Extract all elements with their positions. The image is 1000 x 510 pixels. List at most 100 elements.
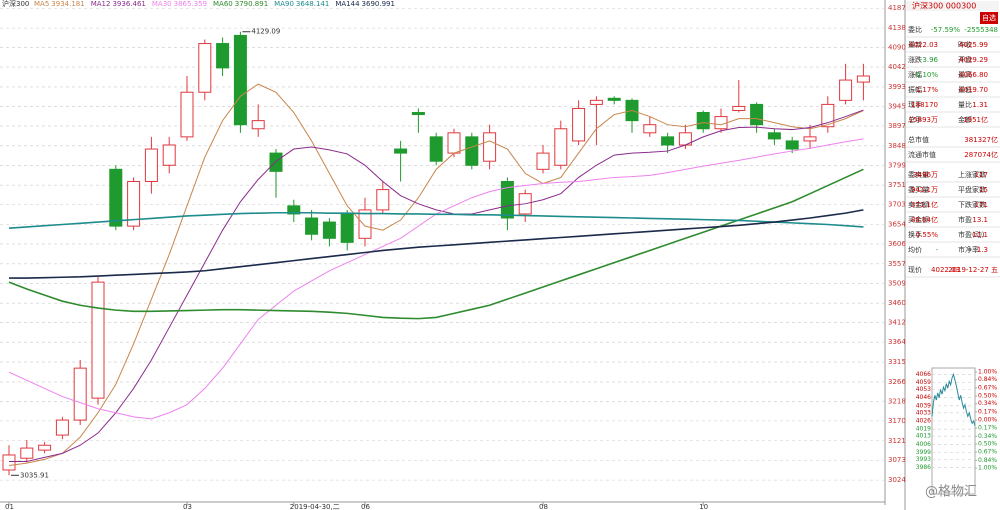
y-tick-label: 3315: [888, 358, 906, 366]
panel-cell: 均价: [908, 245, 922, 254]
y-tick-label: 3703: [888, 201, 906, 209]
panel-title: 沪深300 000300: [912, 1, 976, 11]
panel-cell: 最新: [908, 40, 922, 49]
mini-y2-label: 0.50%: [978, 393, 997, 400]
panel-cell: 3496万: [913, 171, 938, 179]
panel-cell: 上涨家数: [958, 170, 986, 179]
candle-body: [785, 140, 799, 150]
panel-cell: 188170: [911, 101, 938, 109]
candle-body: [198, 43, 212, 93]
mini-y2-label: 0.84%: [978, 457, 997, 464]
y-tick-label: 3024: [888, 476, 906, 484]
y-tick-label: 3799: [888, 162, 906, 170]
mini-y-label: 4019: [916, 426, 931, 433]
legend-name: MA60: [213, 0, 233, 8]
candle-body: [127, 180, 141, 227]
mini-y2-label: 0.50%: [978, 441, 997, 448]
ma-line: [9, 209, 864, 279]
mini-y-label: 4013: [916, 433, 931, 440]
panel-cell: 287074亿: [964, 150, 998, 159]
panel-cell: 委比: [908, 25, 922, 34]
mini-y2-label: 1.00%: [978, 465, 997, 472]
mini-y2-label: 0.00%: [978, 417, 997, 424]
legend-name: MA5: [34, 0, 49, 8]
favorite-button[interactable]: [980, 12, 998, 24]
candle-body: [216, 43, 230, 69]
candle-body: [643, 124, 657, 134]
panel-cell: 总手: [908, 115, 922, 124]
y-tick-label: 4090: [888, 44, 906, 52]
legend-name: MA144: [335, 0, 360, 8]
x-tick-label: 2019-04-30,二: [290, 503, 340, 510]
candle-body: [750, 103, 764, 126]
y-tick-label: 4187: [888, 4, 906, 12]
candle-body: [340, 213, 354, 243]
y-tick-label: 3266: [888, 378, 906, 386]
mini-y-label: 4039: [916, 402, 931, 409]
y-tick-label: 3993: [888, 83, 906, 91]
high-label: 4129.09: [251, 28, 280, 36]
ma-line: [9, 109, 864, 462]
y-tick-label: 3751: [888, 181, 906, 189]
y-tick-label: 4042: [888, 63, 906, 71]
candle-body: [839, 79, 853, 101]
chart-title: 沪深300: [2, 0, 29, 8]
mini-y-label: 4006: [916, 441, 931, 448]
x-tick-label: 03: [183, 503, 192, 510]
panel-cell: 11.1: [972, 231, 988, 239]
y-tick-label: 3364: [888, 338, 906, 346]
candle-body: [714, 116, 728, 130]
y-tick-label: 4138: [888, 24, 906, 32]
panel-cell: 4025.99: [959, 41, 988, 49]
panel-cell: 13.1: [972, 216, 988, 224]
panel-cell: 最高: [958, 70, 972, 79]
mini-y-label: 4053: [916, 386, 931, 393]
mini-y2-label: 0.34%: [978, 400, 997, 407]
candle-body: [305, 217, 319, 235]
intraday-line: [931, 372, 976, 426]
panel-cell: 委卖量: [908, 170, 929, 179]
candle-body: [55, 419, 69, 436]
candle-body: [322, 221, 336, 239]
panel-cell: 88.04亿: [911, 215, 938, 224]
panel-cell: 4022.03: [931, 266, 960, 274]
candle-body: [251, 120, 265, 130]
panel-cell: 最低: [958, 85, 972, 94]
x-tick-label: 06: [361, 503, 370, 510]
candle-body: [233, 34, 247, 126]
panel-cell: 涨幅: [908, 70, 922, 79]
legend-name: MA30: [152, 0, 172, 8]
candle-body: [394, 148, 408, 154]
x-tick-label: 08: [539, 503, 548, 510]
candle-body: [500, 180, 514, 219]
panel-cell: 371.1亿: [911, 200, 938, 209]
panel-cell: 现手: [908, 100, 922, 109]
panel-cell: 4022.03: [909, 41, 938, 49]
candle-body: [38, 444, 52, 451]
mini-y-label: 4066: [916, 371, 931, 378]
x-tick-label: 01: [5, 503, 14, 510]
y-tick-label: 3897: [888, 122, 906, 130]
mini-y-label: 3999: [916, 449, 931, 456]
legend-name: MA90: [274, 0, 294, 8]
candle-body: [358, 209, 372, 239]
panel-cell: 1.31: [972, 101, 988, 109]
y-tick-label: 3945: [888, 102, 906, 110]
y-tick-label: 3460: [888, 299, 906, 307]
y-tick-label: 3170: [888, 417, 906, 425]
panel-cell: 0.55%: [916, 231, 939, 239]
panel-cell: 1.3: [977, 246, 988, 254]
candle-body: [465, 136, 479, 166]
candle-body: [376, 189, 390, 211]
panel-header: [906, 1, 999, 11]
mini-y-label: 4059: [916, 379, 931, 386]
favorite-button-label[interactable]: 自选: [982, 13, 996, 22]
panel-cell: -: [935, 246, 938, 254]
panel-cell: 委买量: [908, 185, 929, 194]
y-tick-label: 3848: [888, 142, 906, 150]
y-tick-label: 3121: [888, 437, 906, 445]
panel-cell: 4066.80: [959, 71, 988, 79]
candle-body: [856, 75, 870, 83]
